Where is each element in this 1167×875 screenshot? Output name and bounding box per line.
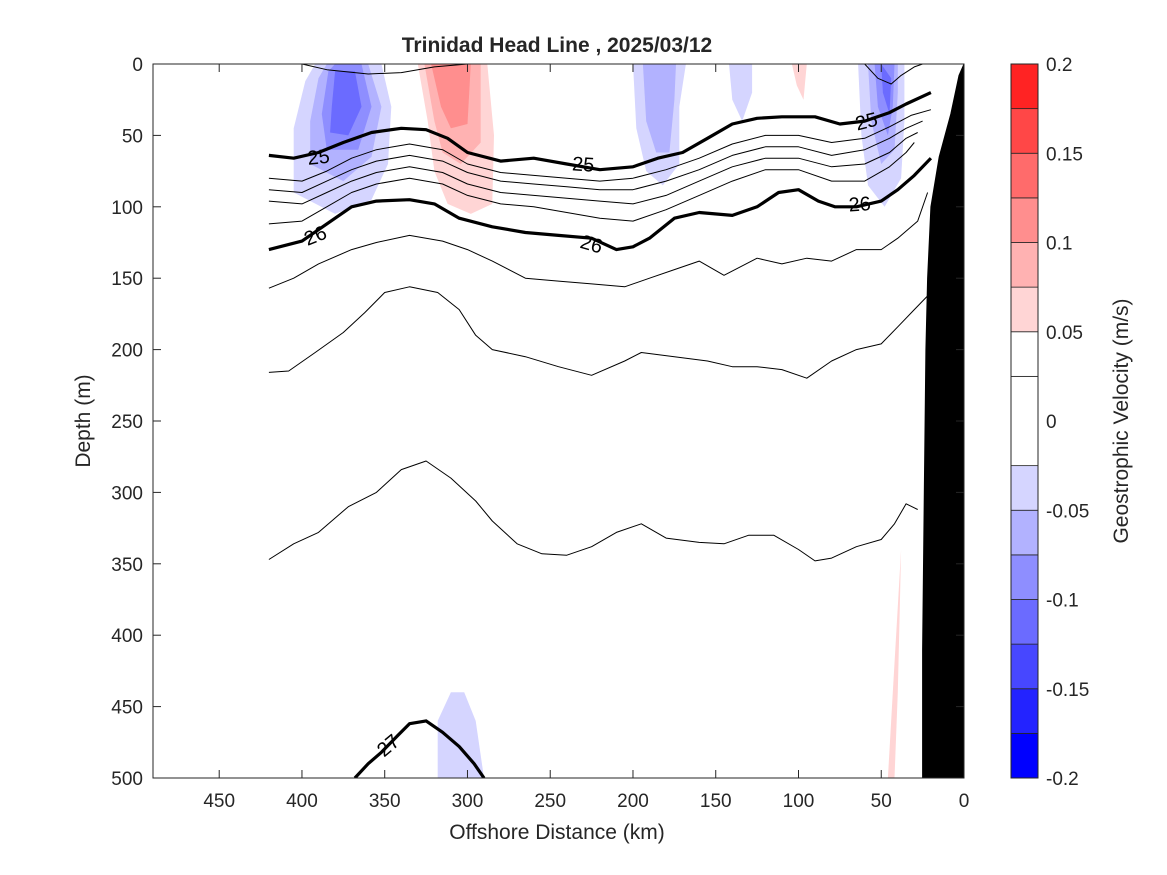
isopycnal-24-8-line-11 xyxy=(864,64,923,85)
colorbar-swatch-5 xyxy=(1010,509,1039,556)
colorbar-tick-label-8: -0.2 xyxy=(1046,769,1079,790)
y-tick-label-3: 150 xyxy=(111,269,143,290)
velocity-fills xyxy=(268,64,918,778)
colorbar-swatch-11 xyxy=(1010,197,1039,243)
x-tick-label-5: 200 xyxy=(617,791,649,812)
x-tick-label-2: 350 xyxy=(369,791,401,812)
contour-label-0: 25 xyxy=(306,146,330,170)
isopycnal-26-6-line-8 xyxy=(268,460,918,562)
contour-label-1: 25 xyxy=(571,153,595,176)
velocity-region-4 xyxy=(330,71,362,136)
colorbar-tick-label-3: 0.05 xyxy=(1046,323,1083,344)
x-tick-label-7: 100 xyxy=(783,791,815,812)
colorbar-tick-label-5: -0.05 xyxy=(1046,501,1089,522)
contour-label-2: 25 xyxy=(853,109,880,136)
colorbar-frame xyxy=(1010,63,1039,779)
isopycnal-26-4-line-7 xyxy=(268,286,932,379)
isopycnal-25-8-line-4 xyxy=(268,142,915,225)
isopycnal-26-2-line-6 xyxy=(268,192,929,289)
x-tick-label-8: 50 xyxy=(871,791,892,812)
y-tick-label-10: 500 xyxy=(111,769,143,790)
isopycnal-24-5-line-10 xyxy=(301,64,468,75)
contour-label-text-2: 25 xyxy=(853,109,880,136)
colorbar-swatch-8 xyxy=(1010,331,1039,377)
x-tick-label-3: 300 xyxy=(452,791,484,812)
colorbar-swatch-10 xyxy=(1010,242,1039,288)
contour-label-text-1: 25 xyxy=(571,153,595,176)
isopycnal-25-6-line-3 xyxy=(268,132,918,205)
colorbar-swatch-14 xyxy=(1010,63,1039,110)
colorbar-swatch-13 xyxy=(1010,108,1039,154)
isopycnal-25-4-line-2 xyxy=(268,120,923,193)
x-tick-label-4: 250 xyxy=(534,791,566,812)
y-tick-label-2: 100 xyxy=(111,198,143,219)
x-tick-label-0: 450 xyxy=(203,791,235,812)
velocity-region-14 xyxy=(881,64,892,114)
colorbar-swatch-7 xyxy=(1010,375,1039,467)
x-tick-label-6: 150 xyxy=(700,791,732,812)
density-contours xyxy=(268,64,933,778)
x-tick-label-1: 400 xyxy=(286,791,318,812)
x-tick-label-9: 0 xyxy=(959,791,970,812)
y-axis-label: Depth (m) xyxy=(72,374,95,467)
colorbar-swatch-4 xyxy=(1010,554,1039,600)
y-tick-label-7: 350 xyxy=(111,555,143,576)
y-tick-label-4: 200 xyxy=(111,341,143,362)
isopycnal-26-line-5 xyxy=(268,157,933,252)
velocity-region-26 xyxy=(848,720,865,778)
colorbar-tick-label-4: 0 xyxy=(1046,412,1057,433)
y-axis-ticks: 0 50 100 150 200 250 300 350 400 450 500 xyxy=(111,55,964,790)
colorbar-swatch-9 xyxy=(1010,286,1039,333)
y-tick-label-0: 0 xyxy=(132,55,143,76)
colorbar-tick-label-2: 0.1 xyxy=(1046,234,1072,255)
velocity-region-22 xyxy=(277,428,393,778)
x-axis-label: Offshore Distance (km) xyxy=(449,821,665,844)
y-tick-label-6: 300 xyxy=(111,483,143,504)
velocity-region-19 xyxy=(541,64,587,136)
colorbar-label: Geostrophic Velocity (m/s) xyxy=(1110,298,1133,543)
isopycnal-25-line-0 xyxy=(268,91,932,172)
colorbar-swatch-6 xyxy=(1010,465,1039,511)
colorbar-tick-label-7: -0.15 xyxy=(1046,680,1089,701)
isopycnal-25-2-line-1 xyxy=(268,109,932,182)
colorbar-swatch-12 xyxy=(1010,152,1039,199)
colorbar-tick-label-0: 0.2 xyxy=(1046,55,1072,76)
contour-label-5: 26 xyxy=(848,193,872,216)
y-tick-label-8: 400 xyxy=(111,626,143,647)
x-axis-ticks: 450 400 350 300 250 200 150 100 50 0 xyxy=(203,64,969,812)
y-tick-label-5: 250 xyxy=(111,412,143,433)
seafloor-shape xyxy=(922,64,964,778)
velocity-region-9 xyxy=(729,64,753,122)
velocity-region-18 xyxy=(431,64,471,129)
chart-title: Trinidad Head Line , 2025/03/12 xyxy=(402,34,712,57)
colorbar: 0.2 0.15 0.1 0.05 0 -0.05 -0.1 -0.15 -0.2 xyxy=(1010,55,1089,790)
seafloor-topography xyxy=(922,64,964,778)
velocity-region-7 xyxy=(642,64,676,153)
velocity-region-21 xyxy=(791,64,807,100)
velocity-region-29 xyxy=(785,649,807,778)
contour-label-text-5: 26 xyxy=(848,193,872,216)
colorbar-tick-label-6: -0.1 xyxy=(1046,591,1079,612)
colorbar-swatch-3 xyxy=(1010,599,1039,645)
colorbar-swatch-2 xyxy=(1010,643,1039,690)
isopycnal-27-line-9 xyxy=(353,719,486,778)
velocity-region-24 xyxy=(887,549,902,778)
y-tick-label-1: 50 xyxy=(122,126,143,147)
colorbar-swatch-0 xyxy=(1010,732,1039,779)
colorbar-swatch-1 xyxy=(1010,688,1039,734)
velocity-region-28 xyxy=(437,692,484,778)
y-tick-label-9: 450 xyxy=(111,698,143,719)
contour-label-text-0: 25 xyxy=(306,146,330,170)
colorbar-tick-label-1: 0.15 xyxy=(1046,144,1083,165)
